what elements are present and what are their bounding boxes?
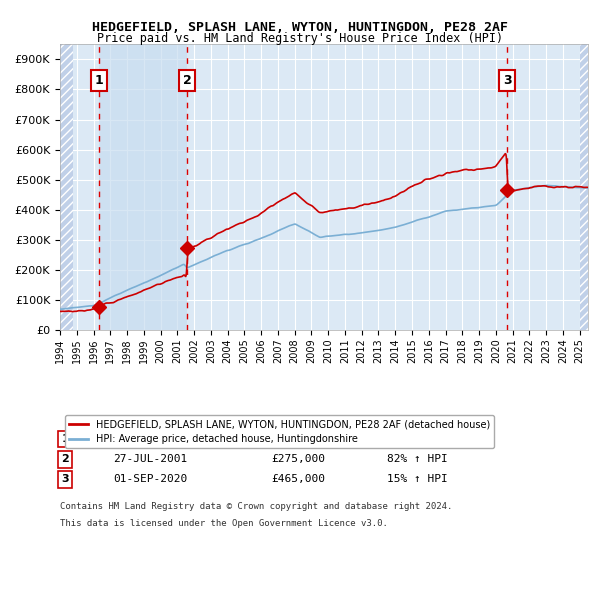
Text: 15% ↑ HPI: 15% ↑ HPI bbox=[388, 474, 448, 484]
Text: 82% ↑ HPI: 82% ↑ HPI bbox=[388, 454, 448, 464]
Text: Contains HM Land Registry data © Crown copyright and database right 2024.: Contains HM Land Registry data © Crown c… bbox=[60, 502, 452, 511]
Text: 2: 2 bbox=[182, 74, 191, 87]
Text: £275,000: £275,000 bbox=[271, 454, 325, 464]
Text: 1: 1 bbox=[61, 434, 69, 444]
Bar bbox=[99, 44, 187, 330]
Bar bbox=[580, 44, 588, 330]
Text: This data is licensed under the Open Government Licence v3.0.: This data is licensed under the Open Gov… bbox=[60, 519, 388, 528]
Legend: HEDGEFIELD, SPLASH LANE, WYTON, HUNTINGDON, PE28 2AF (detached house), HPI: Aver: HEDGEFIELD, SPLASH LANE, WYTON, HUNTINGD… bbox=[65, 415, 494, 448]
Text: HEDGEFIELD, SPLASH LANE, WYTON, HUNTINGDON, PE28 2AF: HEDGEFIELD, SPLASH LANE, WYTON, HUNTINGD… bbox=[92, 21, 508, 34]
Text: £465,000: £465,000 bbox=[271, 474, 325, 484]
Text: 3: 3 bbox=[503, 74, 511, 87]
Text: 3: 3 bbox=[61, 474, 69, 484]
Text: 1: 1 bbox=[95, 74, 104, 87]
Bar bbox=[60, 44, 73, 330]
Text: 2: 2 bbox=[61, 454, 69, 464]
Text: £78,500: £78,500 bbox=[271, 434, 319, 444]
Text: 02-MAY-1996: 02-MAY-1996 bbox=[113, 434, 187, 444]
Text: 01-SEP-2020: 01-SEP-2020 bbox=[113, 474, 187, 484]
Text: 6% ↓ HPI: 6% ↓ HPI bbox=[388, 434, 442, 444]
Text: Price paid vs. HM Land Registry's House Price Index (HPI): Price paid vs. HM Land Registry's House … bbox=[97, 32, 503, 45]
Text: 27-JUL-2001: 27-JUL-2001 bbox=[113, 454, 187, 464]
